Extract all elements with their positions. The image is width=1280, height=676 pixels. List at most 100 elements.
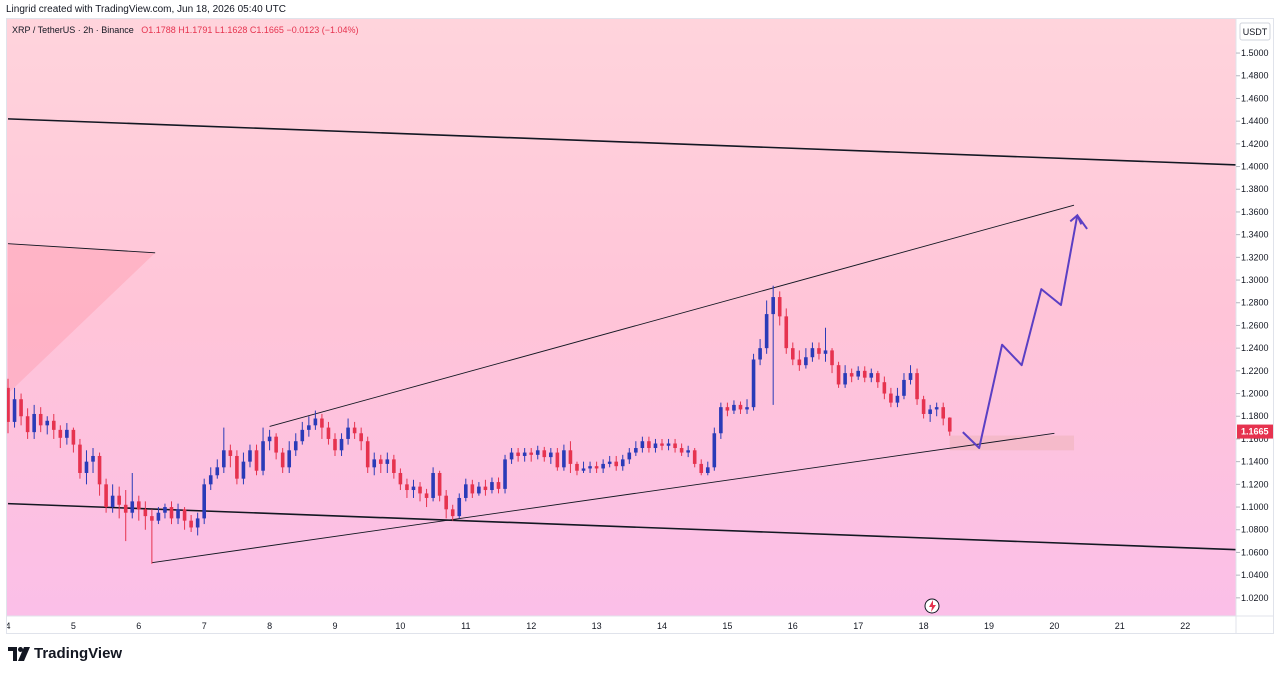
candle-body — [594, 466, 599, 469]
candle-body — [470, 484, 475, 494]
symbol-legend: XRP / TetherUS · 2h · Binance O1.1788 H1… — [12, 25, 359, 35]
candle-body — [464, 484, 468, 498]
time-tick-label: 22 — [1180, 621, 1190, 631]
price-axis-panel[interactable] — [1236, 19, 1274, 634]
time-tick-label: 19 — [984, 621, 994, 631]
time-tick-label: 16 — [788, 621, 798, 631]
price-tick-label: 1.0800 — [1241, 525, 1269, 535]
candle-body — [692, 450, 697, 464]
candle-body — [7, 387, 10, 422]
price-tick-label: 1.2800 — [1241, 298, 1269, 308]
candle-body — [137, 501, 141, 510]
candle-body — [895, 395, 900, 403]
candle-body — [235, 455, 239, 479]
candle-body — [568, 450, 573, 464]
candle-body — [228, 450, 233, 456]
candle-body — [339, 438, 344, 451]
projection-arrowhead — [1069, 213, 1083, 225]
price-tick-label: 1.0200 — [1241, 593, 1269, 603]
candle-body — [699, 463, 704, 473]
candle-body — [496, 482, 501, 489]
candle-body — [333, 438, 337, 451]
time-tick-label: 9 — [332, 621, 337, 631]
candle-body — [91, 455, 95, 462]
candle-body — [274, 436, 278, 453]
chart-area[interactable]: 1.0200 1.0400 1.0600 1.0800 1.1000 1.1200 1.14… — [6, 18, 1274, 634]
candle-body — [84, 461, 89, 473]
price-tick-label: 1.1200 — [1241, 479, 1269, 489]
candle-body — [908, 373, 913, 380]
candle-body — [130, 501, 135, 513]
candle-body — [313, 418, 318, 426]
candle-body — [797, 359, 802, 366]
price-tick-label: 1.1800 — [1241, 411, 1269, 421]
candle-body — [804, 357, 808, 366]
candle-body — [32, 413, 36, 433]
price-tick-label: 1.2000 — [1241, 389, 1269, 399]
candle-body — [169, 507, 174, 519]
candle-body — [575, 463, 579, 471]
candle-body — [882, 382, 887, 394]
candle-body — [640, 441, 645, 449]
candle-body — [293, 441, 298, 451]
price-tick-label: 1.3600 — [1241, 207, 1269, 217]
candle-body — [738, 404, 743, 410]
candle-body — [365, 441, 370, 468]
time-tick-label: 21 — [1115, 621, 1125, 631]
trendline-wedge-bottom — [151, 432, 1055, 564]
candle-body — [65, 429, 69, 438]
candle-body — [771, 297, 775, 315]
candle-body — [947, 417, 952, 432]
candle-body — [679, 448, 684, 453]
price-tick-label: 1.4000 — [1241, 162, 1269, 172]
candle-body — [202, 484, 206, 519]
candle-body — [150, 516, 154, 521]
price-chart[interactable]: 1.0200 1.0400 1.0600 1.0800 1.1000 1.1200 1.14… — [7, 19, 1274, 634]
time-tick-label: 14 — [657, 621, 667, 631]
trendline-wedge-top — [269, 204, 1075, 427]
candle-body — [378, 459, 383, 464]
last-price-label: 1.1665 — [1241, 427, 1269, 437]
candle-body — [267, 436, 272, 442]
time-tick-label: 5 — [71, 621, 76, 631]
candle-body — [751, 359, 756, 408]
price-tick-label: 1.2400 — [1241, 343, 1269, 353]
candle-body — [777, 297, 782, 317]
tradingview-logo-icon — [8, 646, 30, 661]
chart-caption: Lingrid created with TradingView.com, Ju… — [6, 4, 286, 15]
candle-body — [19, 399, 23, 417]
time-axis-panel[interactable] — [7, 616, 1236, 634]
candle-body — [38, 413, 43, 426]
candle-body — [849, 373, 854, 377]
legend-change: −0.0123 (−1.04%) — [286, 25, 359, 35]
candle-body — [385, 459, 390, 464]
legend-open: O1.1788 — [141, 25, 176, 35]
candle-body — [862, 370, 867, 378]
candle-body — [549, 452, 553, 458]
candle-body — [620, 459, 625, 467]
lightning-icon[interactable] — [924, 598, 940, 614]
candle-body — [58, 429, 63, 438]
candle-body — [25, 416, 30, 433]
currency-badge[interactable] — [1239, 22, 1271, 41]
candle-body — [823, 350, 828, 354]
candle-body — [163, 507, 167, 513]
price-tick-label: 1.3400 — [1241, 230, 1269, 240]
candle-body — [627, 452, 632, 460]
candle-body — [307, 425, 311, 430]
candle-body — [784, 316, 789, 349]
candle-body — [12, 399, 17, 422]
candle-body — [614, 461, 619, 467]
legend-symbol: XRP / TetherUS · 2h · Binance — [12, 25, 134, 35]
time-tick-label: 7 — [202, 621, 207, 631]
tradingview-logo[interactable]: TradingView — [8, 645, 122, 662]
time-tick-label: 18 — [919, 621, 929, 631]
candle-body — [529, 452, 533, 455]
price-tick-label: 1.3000 — [1241, 275, 1269, 285]
price-tick-label: 1.1400 — [1241, 457, 1269, 467]
candle-body — [287, 450, 292, 468]
candle-body — [352, 427, 357, 434]
time-tick-label: 12 — [526, 621, 536, 631]
candle-body — [856, 370, 860, 377]
candle-body — [418, 486, 422, 494]
